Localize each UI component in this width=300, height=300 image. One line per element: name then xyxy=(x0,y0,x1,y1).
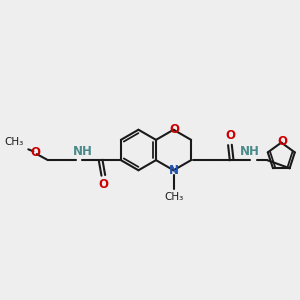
Text: O: O xyxy=(169,123,179,136)
Text: O: O xyxy=(277,135,287,148)
Text: N: N xyxy=(169,164,178,177)
Text: O: O xyxy=(30,146,40,159)
Text: O: O xyxy=(98,178,108,191)
Text: NH: NH xyxy=(240,145,260,158)
Text: NH: NH xyxy=(72,145,92,158)
Text: O: O xyxy=(225,129,235,142)
Text: CH₃: CH₃ xyxy=(164,192,183,202)
Text: CH₃: CH₃ xyxy=(5,136,24,147)
